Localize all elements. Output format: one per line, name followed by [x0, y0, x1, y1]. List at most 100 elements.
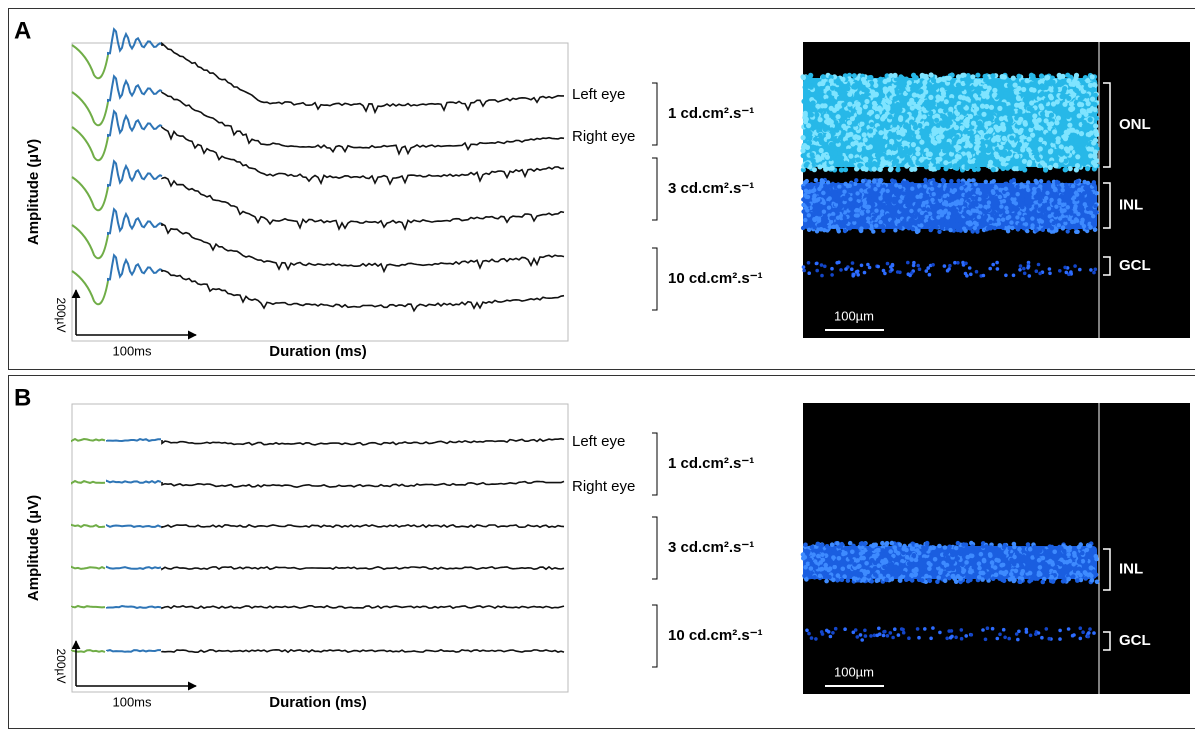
- nucleus: [1049, 198, 1053, 202]
- nucleus: [958, 576, 963, 581]
- nucleus: [1025, 78, 1030, 83]
- nucleus: [1073, 204, 1077, 208]
- nucleus: [902, 218, 906, 222]
- nucleus: [1021, 184, 1025, 188]
- nucleus: [1071, 574, 1076, 579]
- nucleus: [1038, 272, 1042, 276]
- nucleus: [1007, 151, 1012, 156]
- nucleus: [839, 268, 843, 272]
- nucleus: [837, 229, 841, 233]
- nucleus: [1088, 627, 1092, 631]
- nucleus: [886, 213, 890, 217]
- nucleus: [974, 556, 979, 561]
- nucleus: [1026, 180, 1030, 184]
- nucleus: [860, 117, 865, 122]
- nucleus: [972, 167, 977, 172]
- nucleus: [1038, 103, 1043, 108]
- nucleus: [892, 160, 897, 165]
- nucleus: [1036, 125, 1041, 130]
- nucleus: [860, 638, 864, 642]
- nucleus: [866, 145, 871, 150]
- nucleus: [916, 264, 920, 268]
- nucleus: [1021, 194, 1025, 198]
- nucleus: [943, 223, 947, 227]
- nucleus: [1050, 545, 1055, 550]
- nucleus: [998, 633, 1002, 637]
- nucleus: [888, 86, 893, 91]
- nucleus: [869, 634, 873, 638]
- nucleus: [974, 182, 978, 186]
- nucleus: [837, 556, 842, 561]
- nucleus: [959, 228, 963, 232]
- nucleus: [1006, 216, 1010, 220]
- nucleus: [1030, 223, 1034, 227]
- nucleus: [990, 560, 995, 565]
- nucleus: [900, 86, 905, 91]
- nucleus: [943, 160, 948, 165]
- nucleus: [846, 194, 850, 198]
- nucleus: [1018, 268, 1022, 272]
- nucleus: [890, 109, 895, 114]
- nucleus: [1046, 144, 1051, 149]
- nucleus: [1066, 205, 1070, 209]
- nucleus: [927, 567, 932, 572]
- nucleus: [897, 633, 901, 637]
- nucleus: [1034, 554, 1039, 559]
- nucleus: [891, 636, 895, 640]
- nucleus: [1040, 91, 1045, 96]
- nucleus: [840, 77, 845, 82]
- nucleus: [898, 146, 903, 151]
- nucleus: [936, 148, 941, 153]
- nucleus: [1044, 565, 1049, 570]
- nucleus: [1091, 140, 1096, 145]
- nucleus: [831, 631, 835, 635]
- nucleus: [1075, 578, 1080, 583]
- nucleus: [1065, 73, 1070, 78]
- nucleus: [993, 226, 997, 230]
- nucleus: [870, 89, 875, 94]
- nucleus: [935, 203, 939, 207]
- nucleus: [841, 132, 846, 137]
- nucleus: [873, 187, 877, 191]
- nucleus: [1023, 122, 1028, 127]
- nucleus: [948, 228, 952, 232]
- nucleus: [923, 89, 928, 94]
- x-axis-label: Duration (ms): [269, 343, 367, 360]
- nucleus: [1012, 200, 1016, 204]
- nucleus: [1078, 268, 1082, 272]
- nucleus: [943, 552, 948, 557]
- nucleus: [1027, 265, 1031, 269]
- nucleus: [872, 566, 877, 571]
- nucleus: [1089, 191, 1093, 195]
- nucleus: [959, 186, 963, 190]
- nucleus: [981, 571, 986, 576]
- nucleus: [889, 139, 894, 144]
- nucleus: [831, 212, 835, 216]
- nucleus: [948, 182, 952, 186]
- nucleus: [969, 130, 974, 135]
- nucleus: [915, 161, 920, 166]
- nucleus: [912, 167, 917, 172]
- nucleus: [1040, 636, 1044, 640]
- nucleus: [878, 167, 883, 172]
- nucleus: [1038, 137, 1043, 142]
- nucleus: [1077, 102, 1082, 107]
- nucleus: [803, 218, 807, 222]
- nucleus: [807, 213, 811, 217]
- nucleus: [902, 631, 906, 635]
- nucleus: [904, 548, 909, 553]
- nucleus: [941, 218, 945, 222]
- nucleus: [897, 547, 902, 552]
- nucleus: [969, 137, 974, 142]
- nucleus: [1013, 206, 1017, 210]
- nucleus: [1041, 556, 1046, 561]
- nucleus: [989, 226, 993, 230]
- nucleus: [949, 636, 953, 640]
- nucleus: [810, 562, 815, 567]
- nucleus: [1027, 137, 1032, 142]
- nucleus: [1034, 204, 1038, 208]
- nucleus: [804, 163, 809, 168]
- nucleus: [1028, 274, 1032, 278]
- nucleus: [1001, 161, 1006, 166]
- nucleus: [961, 137, 966, 142]
